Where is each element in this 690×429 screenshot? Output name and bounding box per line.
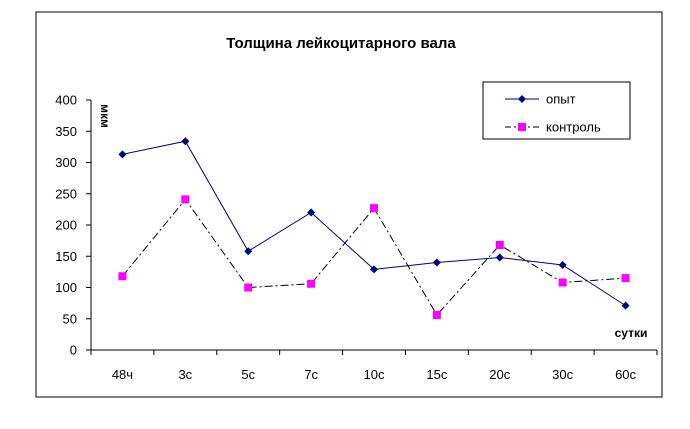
x-axis-ticks: 48ч 3с 5с 7с 10с 15с 20с 30с 60с <box>90 350 658 382</box>
y-tick-label: 300 <box>55 155 77 170</box>
data-point <box>621 274 630 283</box>
legend-label: контроль <box>546 120 601 135</box>
x-tick-label: 7с <box>304 367 318 382</box>
data-point <box>558 278 567 287</box>
y-axis-label: мкм <box>98 104 112 128</box>
x-tick-label: 60с <box>615 367 636 382</box>
data-point <box>495 241 504 249</box>
x-tick-label: 3с <box>178 367 192 382</box>
x-tick-label: 30с <box>552 367 573 382</box>
y-tick-label: 0 <box>70 343 77 358</box>
data-point <box>558 261 567 269</box>
y-tick-label: 250 <box>55 186 77 201</box>
x-tick-label: 10с <box>364 367 385 382</box>
y-tick-label: 400 <box>55 93 77 108</box>
data-point <box>307 279 316 288</box>
data-point <box>495 253 504 262</box>
data-point <box>181 137 190 146</box>
series-2 <box>118 195 630 319</box>
legend-label: опыт <box>546 92 576 107</box>
y-axis-ticks: 0 50 100 150 200 250 300 350 400 <box>55 93 91 358</box>
data-point <box>244 283 253 292</box>
legend: опыт контроль <box>482 81 631 140</box>
series-1 <box>118 137 630 310</box>
data-point <box>621 301 630 310</box>
y-tick-label: 150 <box>55 249 77 264</box>
y-tick-label: 100 <box>55 280 77 295</box>
data-point <box>370 204 378 213</box>
data-point <box>432 311 441 319</box>
x-axis-label: сутки <box>615 326 648 340</box>
x-tick-label: 5с <box>241 367 255 382</box>
legend-marker <box>518 95 526 103</box>
data-point <box>244 247 253 256</box>
series-layer <box>118 137 630 319</box>
x-tick-label: 48ч <box>112 367 133 382</box>
data-point <box>432 258 441 267</box>
y-tick-label: 200 <box>55 218 77 233</box>
data-point <box>370 265 378 274</box>
data-point <box>118 150 127 159</box>
y-tick-label: 350 <box>55 124 77 139</box>
data-point <box>181 195 190 204</box>
data-point <box>307 208 316 217</box>
data-point <box>118 272 127 281</box>
chart-title: Толщина лейкоцитарного вала <box>226 35 456 52</box>
y-tick-label: 50 <box>63 311 77 326</box>
legend-marker <box>518 123 526 131</box>
chart-border <box>35 11 663 398</box>
x-tick-label: 15с <box>426 367 447 382</box>
legend-box <box>482 81 631 140</box>
x-tick-label: 20с <box>489 367 510 382</box>
